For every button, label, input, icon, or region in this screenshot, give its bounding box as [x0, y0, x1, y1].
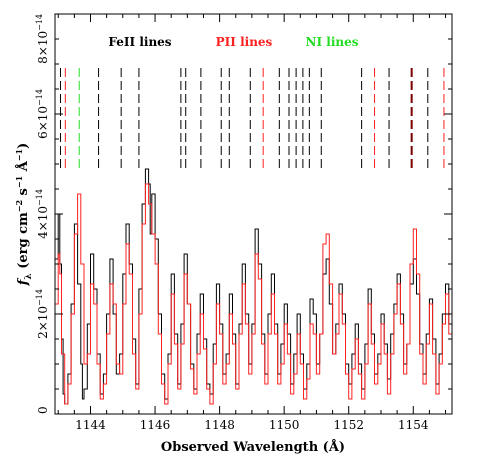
x-tick-label: 1148 — [204, 418, 235, 432]
pii-spectrum-line — [55, 183, 452, 405]
y-tick-label: 6×10−14 — [35, 89, 50, 139]
spectrum-series — [55, 168, 452, 405]
x-tick-label: 1150 — [269, 418, 300, 432]
x-tick-label: 1144 — [75, 418, 106, 432]
x-axis-title: Observed Wavelength (Å) — [161, 439, 345, 455]
legend-label: PII lines — [216, 35, 273, 49]
x-tick-label: 1146 — [140, 418, 171, 432]
y-tick-label: 8×10−14 — [35, 14, 50, 64]
x-tick-label: 1154 — [398, 418, 429, 432]
y-axis-ticks: 0 2×10−14 4×10−14 6×10−14 8×10−14 — [35, 13, 452, 415]
legend-label: FeII lines — [108, 35, 171, 49]
y-tick-label: 0 — [36, 406, 50, 414]
x-tick-label: 1152 — [333, 418, 364, 432]
line-markers — [59, 68, 445, 168]
x-axis-ticks: 1144 1146 1148 1150 1152 1154 — [57, 14, 447, 432]
legend: FeII lines PII lines NI lines — [108, 35, 358, 49]
legend-label: NI lines — [306, 35, 359, 49]
y-tick-label: 4×10−14 — [35, 189, 50, 239]
y-tick-label: 2×10−14 — [35, 289, 50, 339]
y-axis-title: fλ (erg cm−2 s−1 Å−1) — [14, 143, 34, 286]
